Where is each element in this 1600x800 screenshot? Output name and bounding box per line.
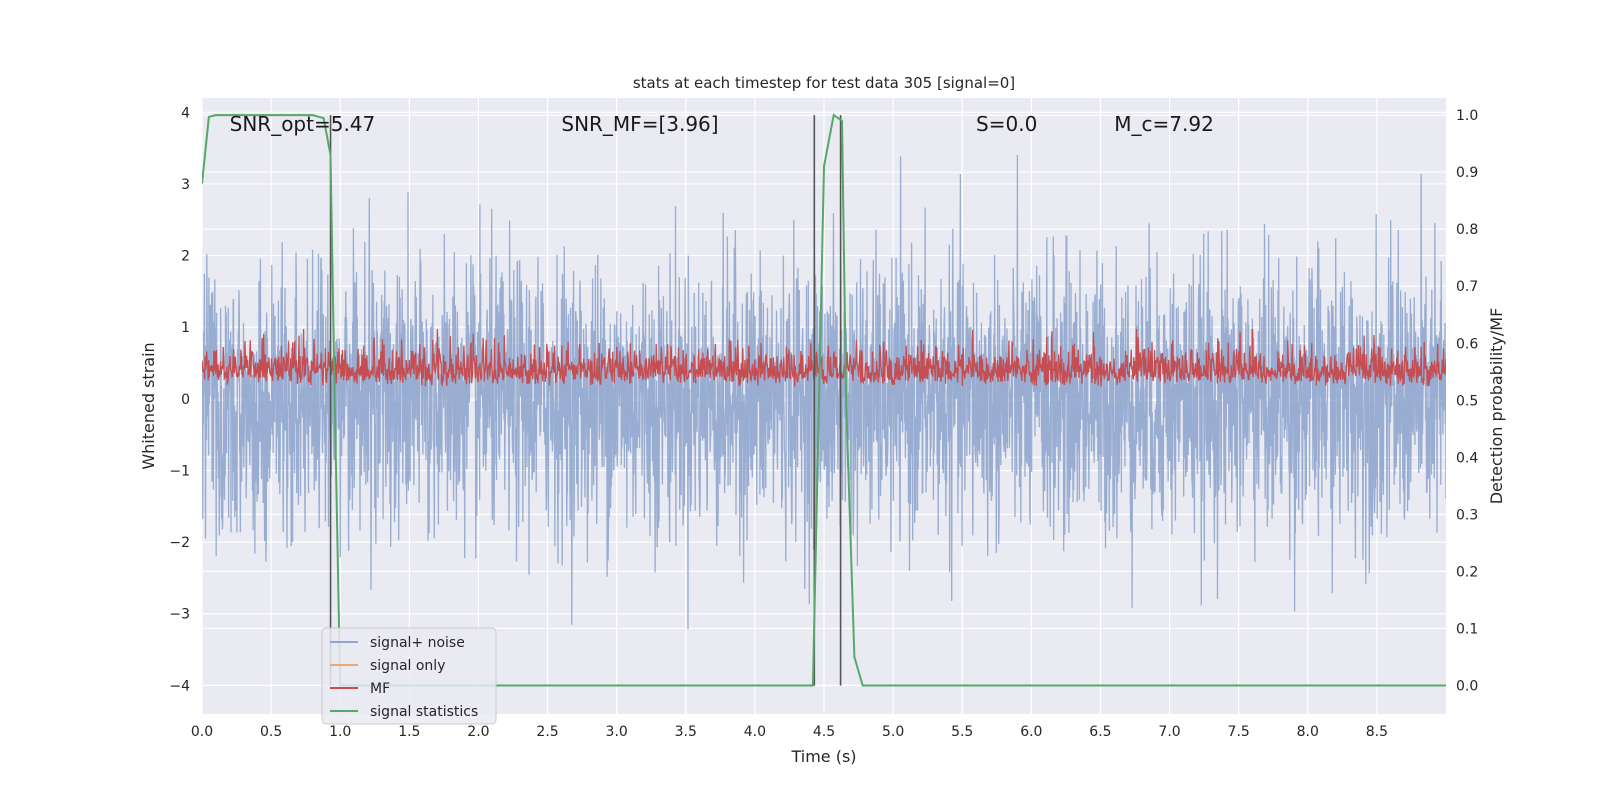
x-tick-label: 6.0 [1020,724,1042,740]
y-left-tick-label: −3 [169,607,190,623]
y-left-tick-label: −1 [169,463,190,479]
y-right-tick-label: 0.3 [1456,507,1478,523]
x-tick-label: 8.5 [1366,724,1388,740]
x-tick-label: 3.0 [606,724,628,740]
y-left-tick-label: 4 [181,105,190,121]
legend-box [321,627,497,725]
y-right-tick-label: 0.9 [1456,165,1478,181]
y-left-tick-label: 2 [181,249,190,265]
y-left-axis-label: Whitened strain [139,342,158,469]
x-tick-label: 3.5 [675,724,697,740]
y-right-tick-label: 0.7 [1456,279,1478,295]
legend-entry: MF [370,681,390,697]
y-right-axis-label: Detection probability/MF [1487,308,1506,505]
y-left-tick-label: 3 [181,177,190,193]
annotation-label: M_c=7.92 [1114,112,1214,136]
annotation-label: SNR_MF=[3.96] [561,112,718,136]
y-right-tick-label: 0.0 [1456,678,1478,694]
x-tick-label: 2.0 [467,724,489,740]
x-tick-label: 5.5 [951,724,973,740]
x-tick-label: 7.5 [1228,724,1250,740]
x-tick-label: 1.5 [398,724,420,740]
annotation-label: S=0.0 [976,112,1037,136]
legend-entry: signal+ noise [370,635,465,651]
y-left-tick-label: −2 [169,535,190,551]
x-tick-label: 1.0 [329,724,351,740]
x-tick-label: 2.5 [536,724,558,740]
y-right-tick-label: 0.6 [1456,336,1478,352]
x-axis-label: Time (s) [790,747,856,766]
y-left-tick-label: −4 [169,678,190,694]
x-tick-label: 4.0 [744,724,766,740]
series-signal-noise [202,154,1446,630]
x-tick-label: 6.5 [1089,724,1111,740]
x-tick-label: 5.0 [882,724,904,740]
series-signal-statistics [202,113,1446,687]
y-right-tick-label: 0.2 [1456,564,1478,580]
annotation-label: SNR_opt=5.47 [230,112,376,136]
x-tick-label: 0.5 [260,724,282,740]
y-right-tick-label: 0.1 [1456,621,1478,637]
legend-entry: signal statistics [370,704,478,720]
x-tick-label: 7.0 [1158,724,1180,740]
legend-entry: signal only [370,658,445,674]
x-tick-label: 0.0 [191,724,213,740]
y-right-tick-label: 0.8 [1456,222,1478,238]
y-right-tick-label: 0.4 [1456,450,1478,466]
chart-title: stats at each timestep for test data 305… [633,74,1015,92]
y-left-tick-label: 1 [181,320,190,336]
y-right-tick-label: 0.5 [1456,393,1478,409]
series-mf [202,328,1446,388]
y-left-tick-label: 0 [181,392,190,408]
x-tick-label: 8.0 [1297,724,1319,740]
x-tick-label: 4.5 [813,724,835,740]
y-right-tick-label: 1.0 [1456,108,1478,124]
